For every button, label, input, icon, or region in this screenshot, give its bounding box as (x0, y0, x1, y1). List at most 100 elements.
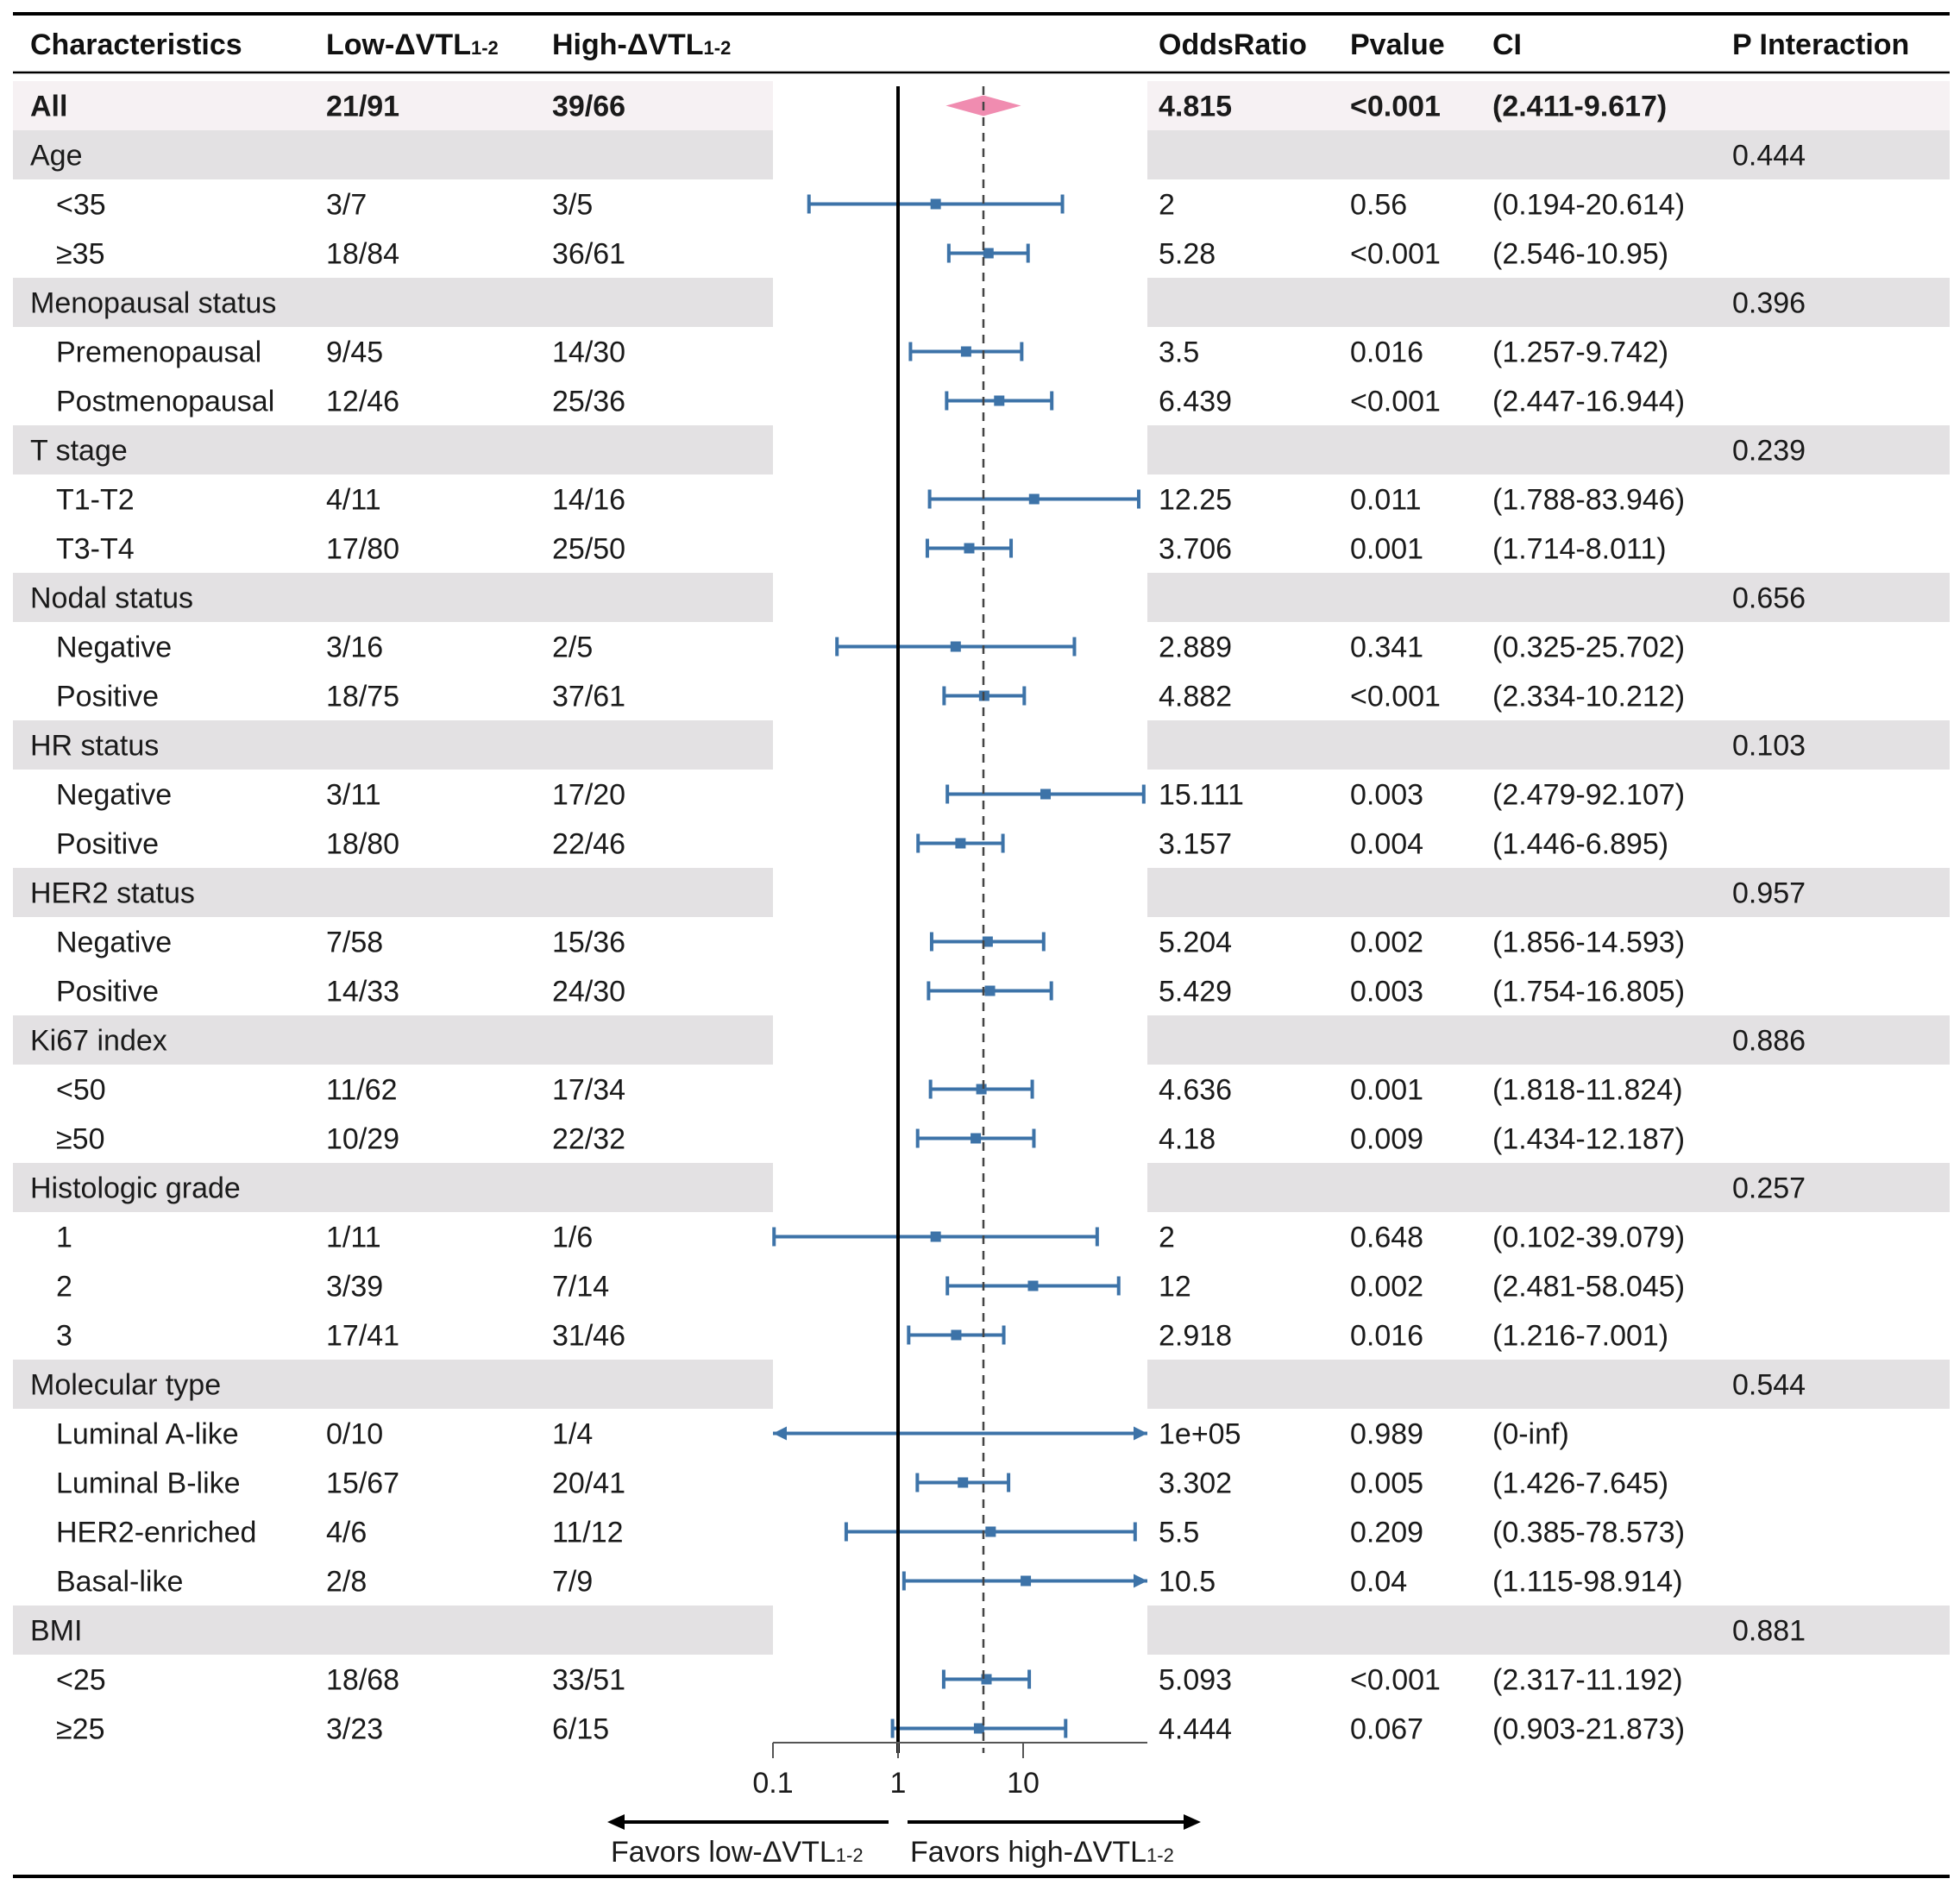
row-label: Luminal A-like (56, 1418, 239, 1451)
ci-value: (1.216-7.001) (1492, 1320, 1668, 1353)
high-count: 39/66 (552, 91, 625, 123)
favors-right-label: Favors high-ΔVTL1-2 (910, 1836, 1174, 1869)
favors-left-sub: 1-2 (836, 1844, 864, 1866)
tick-label: 1 (890, 1767, 907, 1800)
high-count: 6/15 (552, 1713, 609, 1746)
ci-value: (1.788-83.946) (1492, 484, 1685, 517)
favors-right-arrowhead (1184, 1814, 1201, 1830)
row-bands (13, 81, 1950, 1655)
low-count: 9/45 (326, 336, 383, 369)
point-estimate (958, 1477, 969, 1488)
pvalue-value: 0.003 (1350, 779, 1423, 812)
header-low-label: Low-ΔVTL (326, 28, 471, 61)
row-label: Positive (56, 828, 159, 861)
p-interaction-value: 0.544 (1732, 1369, 1806, 1402)
low-count: 3/23 (326, 1713, 383, 1746)
pvalue-value: <0.001 (1350, 386, 1441, 418)
row-label: Positive (56, 681, 159, 713)
odds-ratio-value: 2 (1159, 189, 1175, 222)
low-count: 0/10 (326, 1418, 383, 1451)
row-label: Negative (56, 779, 172, 812)
high-count: 17/34 (552, 1074, 625, 1107)
band-left (13, 1163, 773, 1212)
row-label: ≥35 (56, 238, 104, 271)
group-label: Menopausal status (30, 287, 276, 320)
favors-left-text: Favors low-ΔVTL (611, 1836, 836, 1869)
high-count: 11/12 (552, 1517, 624, 1549)
point-estimate (1040, 789, 1051, 800)
odds-ratio-value: 5.093 (1159, 1664, 1232, 1697)
band-right (1147, 573, 1950, 622)
odds-ratio-value: 1e+05 (1159, 1418, 1241, 1451)
high-count: 37/61 (552, 681, 625, 713)
high-count: 20/41 (552, 1467, 625, 1500)
pvalue-value: 0.011 (1350, 484, 1422, 517)
row-label: ≥50 (56, 1123, 104, 1156)
ci-value: (2.481-58.045) (1492, 1271, 1685, 1304)
pvalue-value: 0.016 (1350, 1320, 1423, 1353)
odds-ratio-value: 4.882 (1159, 681, 1232, 713)
band-left (13, 868, 773, 917)
group-label: HER2 status (30, 877, 195, 910)
pvalue-value: 0.04 (1350, 1566, 1407, 1599)
odds-ratio-value: 6.439 (1159, 386, 1232, 418)
low-count: 18/84 (326, 238, 399, 271)
pvalue-value: 0.648 (1350, 1222, 1423, 1254)
low-count: 4/6 (326, 1517, 367, 1549)
high-count: 33/51 (552, 1664, 625, 1697)
low-count: 15/67 (326, 1467, 399, 1500)
band-right (1147, 1015, 1950, 1065)
odds-ratio-value: 5.204 (1159, 927, 1232, 959)
row-label: Postmenopausal (56, 386, 274, 418)
point-estimate (983, 248, 994, 259)
low-count: 18/75 (326, 681, 399, 713)
favors-left-label: Favors low-ΔVTL1-2 (611, 1836, 864, 1869)
ci-value: (0.385-78.573) (1492, 1517, 1685, 1549)
favors-right-text: Favors high-ΔVTL (910, 1836, 1146, 1869)
odds-ratio-value: 4.18 (1159, 1123, 1216, 1156)
table-body: All 21/91 39/66 4.815 <0.001 (2.411-9.617) Age… (30, 91, 1806, 1746)
odds-ratio-value: 12 (1159, 1271, 1191, 1304)
low-count: 4/11 (326, 484, 381, 517)
header-p-interaction: P Interaction (1732, 28, 1909, 61)
row-label: 3 (56, 1320, 72, 1353)
pvalue-value: 0.005 (1350, 1467, 1423, 1500)
band-right (1147, 130, 1950, 179)
point-estimate (960, 346, 971, 357)
group-label: BMI (30, 1615, 82, 1648)
band-left (13, 720, 773, 770)
odds-ratio-value: 12.25 (1159, 484, 1232, 517)
pvalue-value: 0.003 (1350, 976, 1423, 1008)
low-count: 1/11 (326, 1222, 381, 1254)
row-label: Luminal B-like (56, 1467, 241, 1500)
band-left (13, 130, 773, 179)
point-estimate (951, 1329, 962, 1341)
pvalue-value: 0.989 (1350, 1418, 1423, 1451)
band-left (13, 278, 773, 327)
low-count: 3/7 (326, 189, 367, 222)
pvalue-value: 0.009 (1350, 1123, 1423, 1156)
high-count: 25/36 (552, 386, 625, 418)
pvalue-value: 0.004 (1350, 828, 1423, 861)
p-interaction-value: 0.957 (1732, 877, 1806, 910)
low-count: 14/33 (326, 976, 399, 1008)
header-pvalue: Pvalue (1350, 28, 1445, 61)
p-interaction-value: 0.444 (1732, 140, 1806, 173)
high-count: 7/9 (552, 1566, 593, 1599)
row-label: HER2-enriched (56, 1517, 256, 1549)
header-high-label: High-ΔVTL (552, 28, 704, 61)
pvalue-value: 0.002 (1350, 1271, 1423, 1304)
odds-ratio-value: 10.5 (1159, 1566, 1216, 1599)
band-right (1147, 868, 1950, 917)
high-count: 7/14 (552, 1271, 609, 1304)
pvalue-value: 0.56 (1350, 189, 1407, 222)
pvalue-value: 0.341 (1350, 631, 1423, 664)
row-label: <25 (56, 1664, 106, 1697)
ci-value: (1.446-6.895) (1492, 828, 1668, 861)
row-label: T1-T2 (56, 484, 135, 517)
low-count: 17/41 (326, 1320, 399, 1353)
odds-ratio-value: 3.706 (1159, 533, 1232, 566)
band-left (13, 1360, 773, 1409)
pvalue-value: 0.001 (1350, 533, 1423, 566)
